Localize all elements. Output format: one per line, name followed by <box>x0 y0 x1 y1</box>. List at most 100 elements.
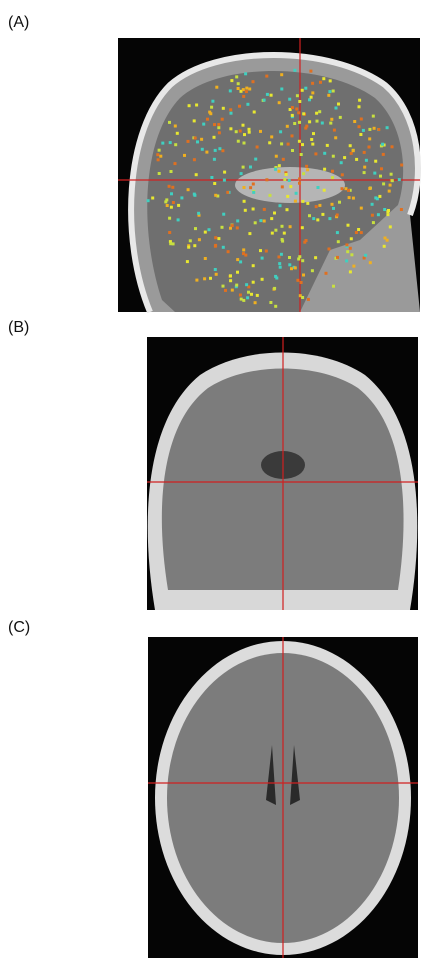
voxel <box>306 201 310 205</box>
voxel <box>312 217 316 221</box>
voxel <box>277 164 281 168</box>
voxel <box>300 88 304 92</box>
voxel <box>348 144 352 148</box>
voxel <box>264 249 268 253</box>
voxel <box>177 203 181 207</box>
voxel <box>350 253 354 257</box>
voxel <box>346 223 350 227</box>
voxel <box>269 301 273 304</box>
voxel <box>187 245 191 249</box>
voxel <box>213 182 217 185</box>
voxel <box>169 242 173 246</box>
voxel <box>251 182 255 186</box>
voxel <box>319 80 322 84</box>
voxel <box>229 226 232 230</box>
voxel <box>213 148 217 152</box>
voxel <box>382 182 386 186</box>
voxel <box>221 149 225 153</box>
voxel <box>318 203 322 207</box>
voxel <box>259 249 262 253</box>
voxel <box>309 95 313 99</box>
voxel <box>226 250 230 254</box>
voxel <box>234 130 238 134</box>
voxel <box>374 159 378 163</box>
voxel <box>357 105 361 109</box>
voxel <box>323 151 327 155</box>
voxel <box>247 285 251 289</box>
voxel <box>208 110 212 114</box>
voxel <box>332 128 336 132</box>
voxel <box>251 80 255 84</box>
voxel <box>290 134 294 138</box>
voxel <box>165 204 169 207</box>
voxel <box>388 183 392 187</box>
voxel <box>308 120 312 124</box>
voxel <box>308 98 311 102</box>
voxel <box>347 196 351 200</box>
voxel <box>399 208 403 211</box>
voxel <box>169 170 173 173</box>
voxel <box>301 143 304 147</box>
voxel <box>244 72 248 76</box>
voxel <box>310 269 314 273</box>
voxel <box>311 91 315 95</box>
voxel <box>206 117 209 121</box>
voxel <box>299 153 303 156</box>
voxel <box>278 204 282 208</box>
voxel <box>314 205 318 209</box>
voxel <box>169 205 173 209</box>
voxel <box>304 239 308 242</box>
voxel <box>236 82 240 86</box>
voxel <box>200 137 204 141</box>
voxel <box>377 128 381 131</box>
voxel <box>274 274 278 278</box>
voxel <box>168 240 172 244</box>
voxel <box>268 193 272 197</box>
voxel <box>168 231 172 234</box>
voxel <box>359 206 363 210</box>
voxel <box>298 177 302 181</box>
voxel <box>352 264 356 268</box>
voxel <box>222 178 226 182</box>
voxel <box>371 114 375 118</box>
voxel <box>334 136 338 140</box>
coronal-slice <box>147 337 418 610</box>
voxel <box>265 178 269 182</box>
voxel <box>370 202 374 206</box>
voxel <box>368 137 372 141</box>
voxel <box>400 163 404 167</box>
voxel <box>255 293 259 297</box>
voxel <box>265 74 269 78</box>
voxel <box>343 156 347 160</box>
voxel <box>331 169 334 173</box>
voxel <box>362 150 366 154</box>
voxel <box>336 240 340 244</box>
voxel <box>335 231 339 235</box>
voxel <box>151 196 155 200</box>
voxel <box>316 218 320 222</box>
voxel <box>192 119 196 123</box>
voxel <box>262 219 266 223</box>
voxel <box>347 188 350 192</box>
voxel <box>318 110 322 114</box>
voxel <box>331 176 334 180</box>
voxel <box>203 257 207 260</box>
voxel <box>386 213 390 217</box>
voxel <box>186 188 190 192</box>
voxel <box>260 256 264 260</box>
voxel <box>235 283 239 287</box>
voxel <box>328 90 332 94</box>
voxel <box>273 211 276 215</box>
voxel <box>274 228 278 232</box>
voxel <box>327 93 331 97</box>
voxel <box>242 186 246 189</box>
voxel <box>378 194 382 198</box>
voxel <box>301 199 305 203</box>
voxel <box>259 219 263 223</box>
voxel <box>216 194 220 198</box>
voxel <box>321 212 325 216</box>
voxel <box>156 153 160 157</box>
voxel <box>348 270 352 274</box>
voxel <box>296 278 300 282</box>
voxel <box>302 172 306 176</box>
